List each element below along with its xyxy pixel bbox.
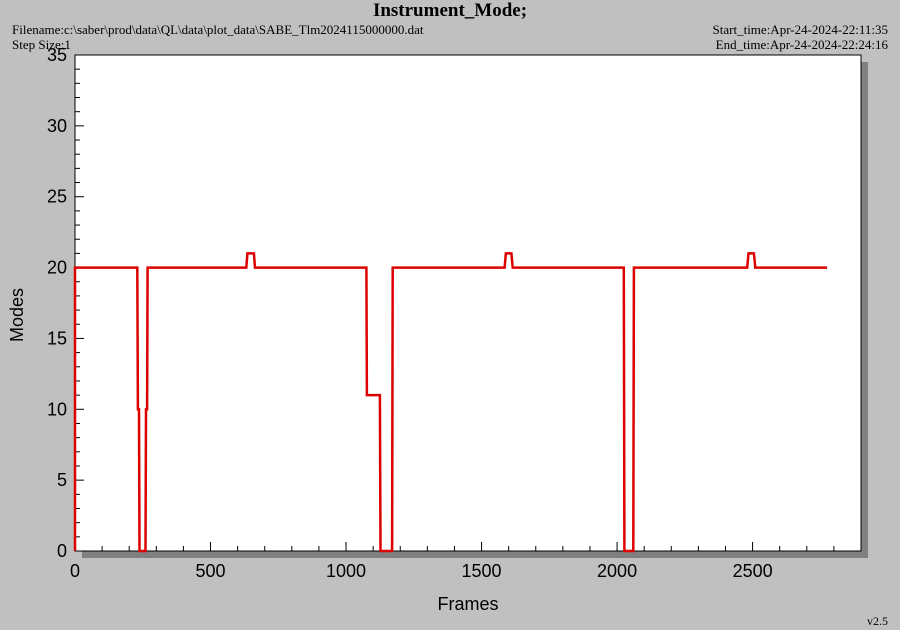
axis-ticks: [74, 54, 862, 552]
y-tick-label: 5: [57, 470, 67, 490]
y-tick-labels: 0 5 10 15 20 25 30 35: [47, 45, 67, 561]
x-tick-labels: 0 500 1000 1500 2000 2500: [70, 561, 773, 581]
x-tick-label: 1500: [462, 561, 502, 581]
step-size-label: Step Size:1: [12, 37, 71, 52]
y-tick-label: 35: [47, 45, 67, 65]
mode-series-line: [73, 252, 828, 553]
filename-label: Filename:c:\saber\prod\data\QL\data\plot…: [12, 22, 424, 37]
y-tick-label: 10: [47, 399, 67, 419]
x-tick-label: 500: [195, 561, 225, 581]
y-tick-label: 20: [47, 258, 67, 278]
x-tick-label: 2000: [597, 561, 637, 581]
y-tick-label: 0: [57, 541, 67, 561]
x-tick-label: 2500: [733, 561, 773, 581]
x-tick-label: 0: [70, 561, 80, 581]
y-axis-label: Modes: [7, 288, 27, 342]
y-tick-label: 30: [47, 116, 67, 136]
start-time-label: Start_time:Apr-24-2024-22:11:35: [712, 22, 888, 37]
y-tick-label: 25: [47, 187, 67, 207]
x-axis-label: Frames: [437, 594, 498, 614]
plot-area: [74, 54, 862, 552]
chart-title: Instrument_Mode;: [372, 0, 528, 21]
y-tick-label: 15: [47, 328, 67, 348]
x-tick-label: 1000: [326, 561, 366, 581]
end-time-label: End_time:Apr-24-2024-22:24:16: [715, 37, 888, 52]
version-label: v2.5: [867, 614, 888, 628]
